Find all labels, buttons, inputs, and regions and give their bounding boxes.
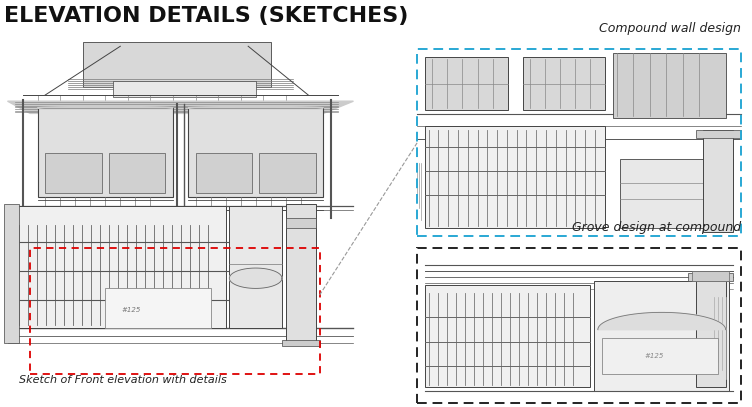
Text: Sketch of Front elevation with details: Sketch of Front elevation with details [19,374,226,385]
Bar [196,153,252,193]
Polygon shape [188,107,323,108]
Text: Compound wall design: Compound wall design [599,22,741,35]
Bar [30,248,320,374]
Bar [259,153,316,193]
Bar [425,126,605,228]
Text: #125: #125 [122,307,141,313]
Polygon shape [598,313,726,330]
Polygon shape [598,293,703,334]
Bar [105,288,211,328]
Bar [696,277,726,387]
Bar [8,20,406,379]
Bar [188,108,323,197]
Bar [282,340,320,346]
Text: Grove design at compound: Grove design at compound [572,221,741,234]
Bar [113,81,256,97]
Bar [417,248,741,403]
Text: ELEVATION DETAILS (SKETCHES): ELEVATION DETAILS (SKETCHES) [4,6,408,26]
Bar [688,273,733,281]
Bar [417,49,741,236]
Bar [15,206,226,328]
Bar [109,153,165,193]
Bar [417,49,741,236]
Bar [417,248,741,403]
Bar [38,108,173,197]
Bar [45,153,102,193]
Bar [286,204,316,343]
Bar [83,42,271,87]
Bar [703,130,733,232]
Bar [425,285,590,387]
Bar [286,218,316,228]
Polygon shape [38,107,173,108]
Text: #125: #125 [644,353,664,359]
Bar [425,57,508,110]
Bar [594,281,729,391]
Polygon shape [8,101,353,114]
Bar [4,204,19,343]
Bar [523,57,605,110]
Bar [229,206,282,328]
Bar [696,130,741,138]
Bar [602,338,718,374]
Bar [613,53,726,118]
Bar [692,271,729,281]
Bar [620,159,733,228]
Polygon shape [229,268,282,289]
